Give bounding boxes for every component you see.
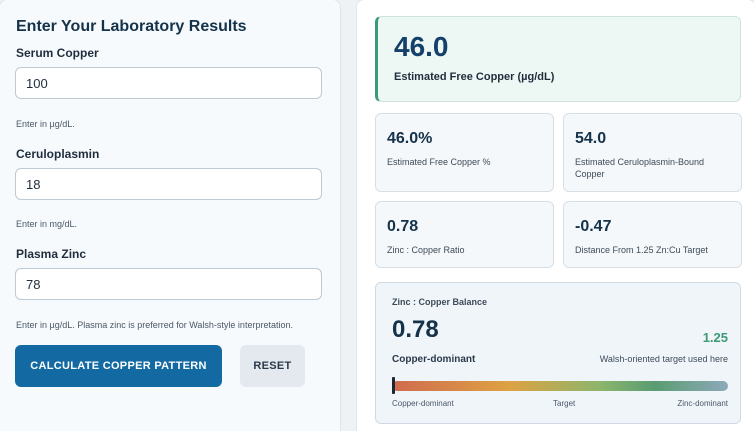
plasma-zinc-label: Plasma Zinc [16,247,87,261]
plasma-zinc-input[interactable] [15,268,322,300]
scale-label-middle: Target [553,399,576,408]
free-copper-label: Estimated Free Copper (µg/dL) [394,71,555,83]
balance-target-note: Walsh-oriented target used here [599,354,728,364]
serum-copper-help: Enter in µg/dL. [16,119,75,129]
bound-copper-card: 54.0 Estimated Ceruloplasmin-Bound Coppe… [563,113,742,192]
serum-copper-label: Serum Copper [16,46,99,60]
ceruloplasmin-help: Enter in mg/dL. [16,219,78,229]
free-copper-percent-card: 46.0% Estimated Free Copper % [375,113,554,192]
zinc-copper-ratio-card: 0.78 Zinc : Copper Ratio [375,201,554,268]
calculate-button[interactable]: CALCULATE COPPER PATTERN [15,345,222,387]
stat-value: -0.47 [575,218,612,235]
balance-title: Zinc : Copper Balance [392,297,488,307]
stat-value: 54.0 [575,130,607,147]
stat-label: Estimated Free Copper % [387,157,491,167]
serum-copper-input[interactable] [15,67,322,99]
balance-marker [392,377,395,394]
balance-target-value: 1.25 [702,330,728,345]
scale-label-right: Zinc-dominant [677,399,728,408]
stat-value: 46.0% [387,130,433,147]
balance-status: Copper-dominant [392,354,476,365]
stat-label: Estimated Ceruloplasmin-Bound Copper [575,157,705,179]
reset-button[interactable]: RESET [240,345,305,387]
zinc-copper-balance-card: Zinc : Copper Balance 0.78 1.25 Copper-d… [375,282,741,424]
free-copper-card: 46.0 Estimated Free Copper (µg/dL) [375,16,741,102]
stat-label: Distance From 1.25 Zn:Cu Target [575,245,708,255]
target-distance-card: -0.47 Distance From 1.25 Zn:Cu Target [563,201,742,268]
plasma-zinc-help: Enter in µg/dL. Plasma zinc is preferred… [16,320,293,330]
scale-label-left: Copper-dominant [392,399,454,408]
stat-label: Zinc : Copper Ratio [387,245,465,255]
balance-gradient-bar [392,381,728,391]
ceruloplasmin-label: Ceruloplasmin [16,147,100,161]
stat-value: 0.78 [387,218,419,235]
balance-ratio-value: 0.78 [392,316,439,343]
form-title: Enter Your Laboratory Results [16,18,247,35]
free-copper-value: 46.0 [394,31,449,62]
ceruloplasmin-input[interactable] [15,168,322,200]
